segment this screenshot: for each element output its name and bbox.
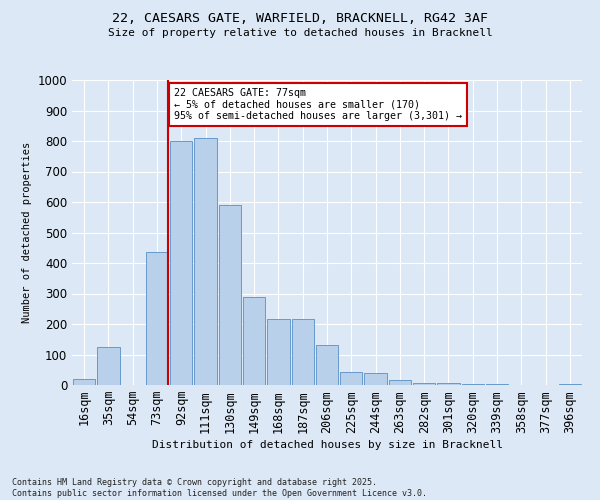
Bar: [146, 252, 168, 385]
Bar: [97, 347, 119, 385]
Bar: [389, 380, 411, 385]
Bar: [340, 372, 362, 385]
Bar: [437, 384, 460, 385]
Bar: [316, 346, 338, 385]
Bar: [170, 141, 193, 385]
Text: Size of property relative to detached houses in Bracknell: Size of property relative to detached ho…: [107, 28, 493, 38]
X-axis label: Distribution of detached houses by size in Bracknell: Distribution of detached houses by size …: [151, 440, 503, 450]
Bar: [194, 138, 217, 385]
Bar: [486, 384, 508, 385]
Bar: [413, 382, 436, 385]
Bar: [364, 373, 387, 385]
Bar: [243, 296, 265, 385]
Text: Contains HM Land Registry data © Crown copyright and database right 2025.
Contai: Contains HM Land Registry data © Crown c…: [12, 478, 427, 498]
Bar: [73, 379, 95, 385]
Bar: [461, 384, 484, 385]
Bar: [559, 384, 581, 385]
Y-axis label: Number of detached properties: Number of detached properties: [22, 142, 32, 323]
Bar: [218, 205, 241, 385]
Bar: [267, 318, 290, 385]
Text: 22, CAESARS GATE, WARFIELD, BRACKNELL, RG42 3AF: 22, CAESARS GATE, WARFIELD, BRACKNELL, R…: [112, 12, 488, 26]
Bar: [292, 318, 314, 385]
Text: 22 CAESARS GATE: 77sqm
← 5% of detached houses are smaller (170)
95% of semi-det: 22 CAESARS GATE: 77sqm ← 5% of detached …: [174, 88, 462, 121]
